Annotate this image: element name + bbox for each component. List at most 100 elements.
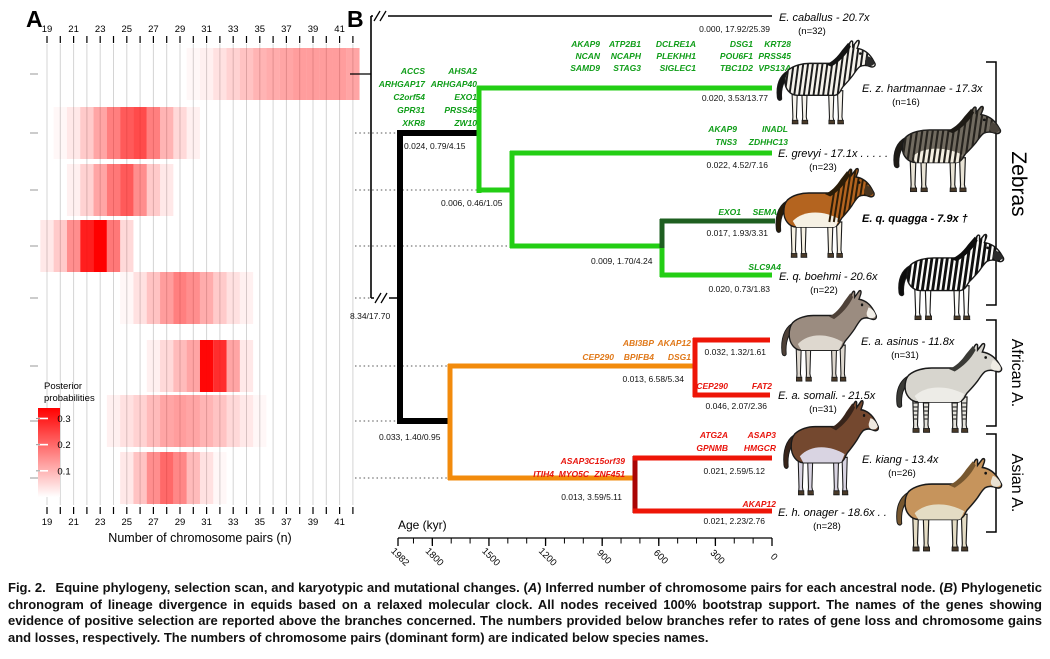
gene-ZW10: ZW10 (453, 118, 477, 128)
legend-gradient-bar (38, 408, 60, 497)
age-axis-title: Age (kyr) (398, 518, 447, 532)
gene-NCAPH: NCAPH (611, 51, 642, 61)
x-tick-bottom: 37 (281, 517, 292, 528)
gene-INADL: INADL (762, 124, 788, 134)
rate-label-ass_stem: 0.033, 1.40/0.95 (379, 432, 441, 442)
gene-ATG2A: ATG2A (699, 430, 728, 440)
gene-list-onager: AKAP12 (741, 499, 776, 509)
age-tick-label: 900 (594, 548, 613, 567)
animal-illustration-hartmannae (776, 39, 876, 125)
age-tick-label: 300 (708, 548, 727, 567)
heatmap-row-4 (40, 220, 134, 272)
x-tick-top: 37 (281, 24, 292, 35)
gene-GPNMB: GPNMB (696, 443, 728, 453)
gene-list-kiang: ATG2A GPNMB ASAP3 HMGCR (696, 430, 777, 453)
x-tick-top: 21 (68, 24, 79, 35)
rate-label-grevyi: 0.022, 4.52/7.16 (707, 160, 769, 170)
x-tick-top: 25 (122, 24, 133, 35)
species-label-onager: E. h. onager - 18.6x . . (778, 507, 887, 519)
gene-CEP290: CEP290 (696, 381, 728, 391)
gene-XKR8: XKR8 (401, 118, 425, 128)
age-tick-label: 600 (651, 548, 670, 567)
caption-lead: Fig. 2. (8, 580, 46, 595)
gene-ABI3BP: ABI3BP (622, 338, 655, 348)
species-n-boehmi: (n=22) (810, 285, 838, 296)
legend-tick-label: 0.3 (57, 414, 70, 425)
gene-ASAP3: ASAP3 (560, 456, 590, 466)
gene-EXO1: EXO1 (454, 92, 477, 102)
gene-NCAN: NCAN (575, 51, 600, 61)
gene-AKAP9: AKAP9 (570, 39, 600, 49)
clade-bracket-african (986, 319, 997, 427)
x-axis-title: Number of chromosome pairs (n) (108, 531, 291, 545)
age-tick-label: 1500 (479, 546, 502, 569)
gene-C15orf39: C15orf39 (589, 456, 626, 466)
heatmap-row-8 (120, 452, 214, 504)
gene-KRT28: KRT28 (764, 39, 791, 49)
animal-illustration-kiang (783, 399, 880, 496)
age-tick-label: 0 (768, 551, 780, 563)
species-n-onager: (n=28) (813, 521, 841, 532)
x-tick-bottom: 25 (122, 517, 133, 528)
gene-SEMA5A: SEMA5A (753, 207, 788, 217)
species-label-quagga: E. q. quagga - 7.9x † (862, 213, 968, 225)
gene-AKAP12: AKAP12 (656, 338, 691, 348)
x-tick-bottom: 23 (95, 517, 106, 528)
gene-POU6F1: POU6F1 (720, 51, 753, 61)
panel-a-heatmap: A 191921212323252527272929313133333535373… (26, 6, 360, 545)
figure-caption: Fig. 2. Equine phylogeny, selection scan… (8, 580, 1042, 646)
gene-TNS3: TNS3 (715, 137, 737, 147)
x-tick-bottom: 31 (201, 517, 212, 528)
heatmap-row-6 (146, 340, 254, 392)
species-label-asinus: E. a. asinus - 11.8x (861, 336, 955, 348)
gene-SIGLEC1: SIGLEC1 (660, 63, 697, 73)
legend-tick-label: 0.1 (57, 466, 70, 477)
x-tick-top: 33 (228, 24, 239, 35)
rate-label-onager: 0.021, 2.23/2.76 (704, 516, 766, 526)
gene-TBC1D2: TBC1D2 (720, 63, 753, 73)
x-tick-top: 31 (201, 24, 212, 35)
x-tick-bottom: 33 (228, 517, 239, 528)
gene-C2orf54: C2orf54 (393, 92, 425, 102)
animal-illustration-boehmi (898, 233, 1005, 321)
x-tick-top: 23 (95, 24, 106, 35)
gene-PRSS45: PRSS45 (444, 105, 477, 115)
panel-a-label: A (26, 6, 43, 32)
clade-label-zebras: Zebras (1007, 151, 1030, 216)
species-label-caballus: E. caballus - 20.7x (779, 12, 870, 24)
caption-text: ) Phylogenetic chronogram of lineage div… (8, 580, 1043, 645)
gene-GPR31: GPR31 (397, 105, 425, 115)
rate-label-asinus: 0.032, 1.32/1.61 (705, 347, 767, 357)
gene-DCLRE1A: DCLRE1A (656, 39, 696, 49)
rate-label-quagga_stem: 0.009, 1.70/4.24 (591, 256, 653, 266)
animal-illustration-grevyi (893, 105, 1002, 193)
caption-text: Equine phylogeny, selection scan, and ka… (51, 580, 528, 595)
gene-EXO1: EXO1 (718, 207, 741, 217)
gene-ITIH4: ITIH4 (533, 469, 554, 479)
gene-FAT2: FAT2 (752, 381, 772, 391)
rate-label-boehmi: 0.020, 0.73/1.83 (709, 284, 771, 294)
gene-list-somali: CEP290 FAT2 (696, 381, 772, 391)
gene-SLC9A4: SLC9A4 (748, 262, 781, 272)
species-n-kiang: (n=26) (888, 468, 916, 479)
gene-VPS13A: VPS13A (758, 63, 791, 73)
x-tick-bottom: 27 (148, 517, 159, 528)
species-n-somali: (n=31) (809, 404, 837, 415)
animal-illustration-onager (896, 457, 1003, 552)
gene-ATP2B1: ATP2B1 (608, 39, 641, 49)
rate-label-zebra_stem: 0.024, 0.79/4.15 (404, 141, 466, 151)
gene-PLEKHH1: PLEKHH1 (656, 51, 696, 61)
gene-list-hartmannae: AKAP9 NCAN SAMD9 ATP2B1 NCAPH STAG3 DCLRE1A PLE… (570, 39, 791, 73)
rate-label-root: 8.34/17.70 (350, 311, 390, 321)
gene-STAG3: STAG3 (613, 63, 641, 73)
gene-ZDHHC13: ZDHHC13 (748, 137, 788, 147)
animal-illustration-somali (896, 342, 1003, 433)
species-label-kiang: E. kiang - 13.4x (862, 454, 939, 466)
caption-text: ) Inferred number of chromosome pairs fo… (537, 580, 944, 595)
gene-BPIFB4: BPIFB4 (624, 352, 655, 362)
rate-label-african_stem: 0.013, 6.58/5.34 (623, 374, 685, 384)
gene-AKAP12: AKAP12 (741, 499, 776, 509)
gene-ARHGAP40: ARHGAP40 (430, 79, 478, 89)
clade-bracket-zebras (986, 61, 997, 306)
